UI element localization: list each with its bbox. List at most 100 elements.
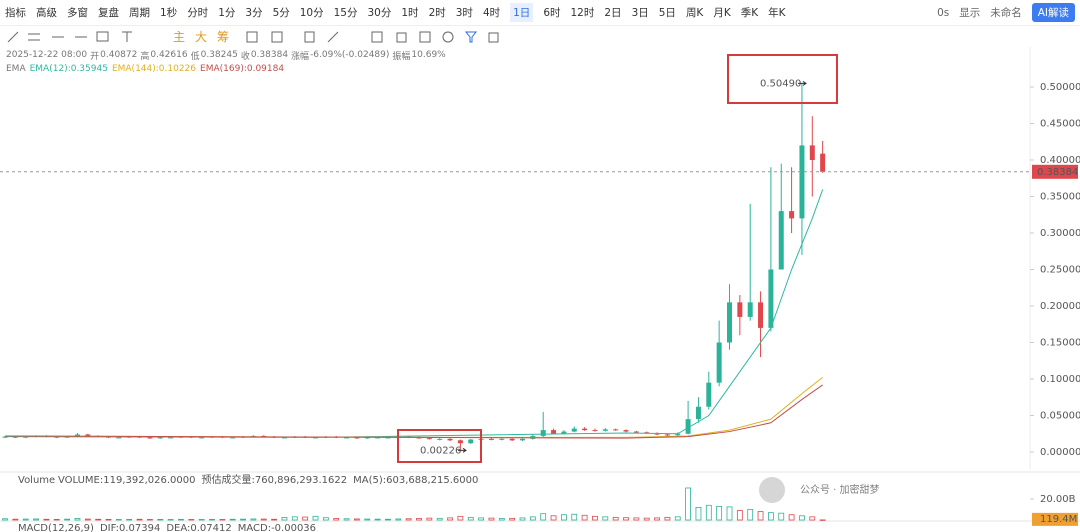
- candle-body: [789, 211, 795, 219]
- ai-button[interactable]: AI解读: [1031, 3, 1075, 22]
- volume-bar: [105, 518, 112, 521]
- period-button[interactable]: 5日: [658, 7, 676, 19]
- toolbar-button[interactable]: 多窗: [67, 7, 88, 19]
- volume-bar: [778, 512, 785, 521]
- indicator-chip[interactable]: 筹: [217, 29, 230, 44]
- volume-bar: [53, 518, 60, 521]
- volume-bar: [799, 515, 805, 521]
- toolbar-button[interactable]: 0s: [937, 6, 950, 19]
- highlight-box: [727, 54, 838, 104]
- volume-bar: [229, 518, 236, 521]
- candle-body: [540, 430, 546, 436]
- period-button[interactable]: 15分: [333, 7, 358, 19]
- field-value: 0.42616: [150, 50, 188, 60]
- candle-body: [820, 153, 826, 172]
- field-label: 低: [190, 51, 200, 62]
- period-button[interactable]: 2日: [604, 7, 622, 19]
- candle-body: [809, 145, 815, 160]
- candle-body: [623, 430, 629, 432]
- period-button[interactable]: 1日: [510, 3, 534, 22]
- period-button[interactable]: 5分: [272, 7, 290, 19]
- volume-stat: 预估成交量:760,896,293.1622: [202, 473, 348, 486]
- annotation-arrow: [798, 81, 807, 86]
- candle-body: [727, 302, 732, 343]
- indicator-chip[interactable]: 主: [173, 29, 186, 44]
- candle-body: [633, 431, 639, 433]
- period-button[interactable]: 分时: [187, 7, 209, 19]
- volume-bar: [322, 517, 329, 521]
- volume-bar: [561, 514, 567, 521]
- period-button[interactable]: 10分: [299, 7, 324, 19]
- y-tick-label: 0.40000: [1040, 155, 1080, 166]
- period-button[interactable]: 周K: [685, 7, 704, 19]
- price-tag-label: 0.38384: [1037, 167, 1078, 178]
- volume-bar: [467, 516, 474, 521]
- volume-title: Volume: [18, 475, 55, 486]
- period-button[interactable]: 月K: [713, 7, 731, 19]
- candle-body: [520, 438, 525, 441]
- period-button[interactable]: 30分: [367, 7, 392, 19]
- y-tick-label: 0.25000: [1040, 265, 1080, 276]
- volume-bar: [374, 518, 381, 521]
- top-toolbar: 指标 高级 多窗 复盘 周期 1秒 分时 1分 3分 5分 10分 15分 30分 1时 2时 3时 4时 1日 6…: [0, 0, 1080, 26]
- volume-bar: [302, 516, 309, 521]
- y-tick-label: 0.50000: [1040, 82, 1080, 93]
- toolbar-button[interactable]: 复盘: [98, 7, 119, 19]
- y-tick-label: 0.10000: [1040, 374, 1080, 385]
- volume-bar: [436, 517, 443, 521]
- field-value: 0.38245: [200, 50, 238, 60]
- candle-body: [281, 437, 287, 439]
- macd-stat: DEA:0.07412: [166, 523, 231, 532]
- candle-body: [768, 269, 774, 328]
- period-button[interactable]: 1秒: [160, 7, 178, 19]
- period-button[interactable]: 3分: [245, 7, 263, 19]
- volume-bar: [509, 517, 516, 521]
- volume-bar: [736, 510, 743, 521]
- period-button[interactable]: 季K: [740, 7, 759, 19]
- volume-bar: [498, 518, 505, 521]
- period-button[interactable]: 12时: [570, 7, 595, 19]
- candle-body: [364, 437, 370, 439]
- toolbar-button[interactable]: 周期: [129, 7, 150, 19]
- volume-bar: [2, 518, 8, 521]
- period-button[interactable]: 6时: [543, 7, 561, 19]
- volume-bar: [260, 518, 267, 521]
- volume-bar: [623, 517, 629, 521]
- indicator-chip[interactable]: 大: [195, 29, 208, 44]
- period-button[interactable]: 3日: [631, 7, 649, 19]
- field-label: 开: [90, 51, 100, 62]
- volume-bar: [364, 518, 371, 521]
- volume-bar: [33, 518, 39, 521]
- y-tick-label: 0.30000: [1040, 228, 1080, 239]
- period-button[interactable]: 1分: [218, 7, 236, 19]
- period-button[interactable]: 3时: [455, 7, 473, 19]
- volume-bar: [64, 518, 70, 521]
- candle-body: [116, 437, 122, 439]
- period-button[interactable]: 年K: [768, 7, 786, 19]
- period-button[interactable]: 2时: [428, 7, 446, 19]
- field-label: 振幅: [392, 51, 411, 62]
- volume-bar: [747, 509, 754, 521]
- volume-bar: [488, 517, 495, 521]
- candle-body: [457, 440, 463, 444]
- field-label: 高: [140, 51, 150, 62]
- candle-body: [354, 437, 360, 439]
- volume-bar: [385, 518, 391, 521]
- period-button[interactable]: 1时: [401, 7, 419, 19]
- candle-body: [758, 302, 764, 328]
- candle-body: [85, 434, 91, 436]
- toolbar-button[interactable]: 指标: [5, 7, 26, 19]
- y-tick-label: 20.00B: [1040, 494, 1076, 505]
- field-value: 10.69%: [411, 50, 446, 60]
- toolbar-button[interactable]: 高级: [36, 7, 57, 19]
- candle-body: [706, 382, 712, 407]
- volume-bar: [716, 505, 723, 521]
- toolbar-button[interactable]: 显示: [959, 7, 981, 19]
- field-value: -6.09%(-0.02489): [310, 50, 390, 60]
- candle-body: [561, 431, 567, 434]
- toolbar-button[interactable]: 未命名: [990, 7, 1022, 19]
- period-button[interactable]: 4时: [482, 7, 501, 19]
- candle-body: [437, 438, 443, 440]
- volume-bar: [685, 487, 691, 521]
